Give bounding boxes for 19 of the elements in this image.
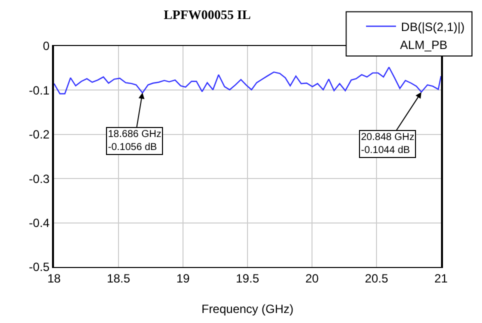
x-tick-label: 19 <box>176 271 190 286</box>
x-tick-label: 18 <box>47 271 61 286</box>
x-tick-label: 21 <box>434 271 448 286</box>
x-tick-label: 18.5 <box>106 271 130 286</box>
legend-label: DB(|S(2,1)|) <box>401 20 465 34</box>
annotation: 18.686 GHz -0.1056 dB <box>108 129 162 153</box>
x-tick-label: 20 <box>305 271 319 286</box>
y-tick-label: -0.2 <box>28 128 50 142</box>
chart-title: LPFW00055 IL <box>164 7 252 22</box>
y-tick-label: -0.4 <box>28 216 50 230</box>
annotation: ALM_PB <box>400 38 448 52</box>
y-tick-label: -0.1 <box>28 83 50 98</box>
y-tick-label: -0.3 <box>28 172 50 186</box>
y-tick-label: 0 <box>42 39 50 54</box>
x-tick-label: 20.5 <box>364 271 388 286</box>
annotation: 20.848 GHz -0.1044 dB <box>361 132 414 156</box>
x-axis-title: Frequency (GHz) <box>201 302 294 316</box>
y-tick-label: -0.5 <box>28 260 50 274</box>
x-tick-label: 19.5 <box>236 271 260 286</box>
